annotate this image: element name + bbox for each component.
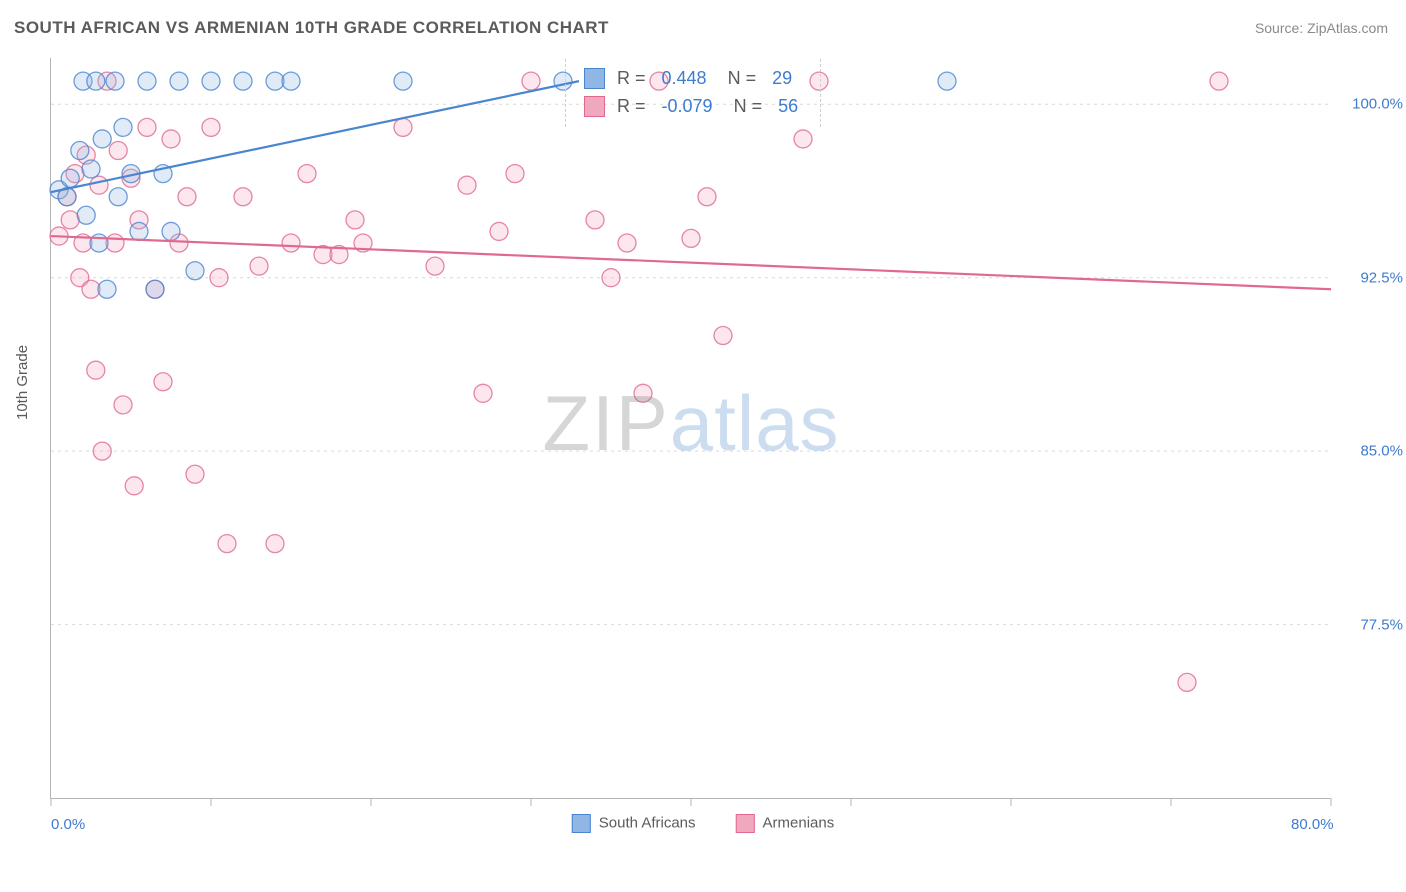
corr-n-label: N = bbox=[729, 93, 763, 121]
y-tick-label: 77.5% bbox=[1360, 616, 1403, 633]
chart-plot-area: ZIPatlas R = 0.448 N = 29 R = -0.079 N =… bbox=[50, 58, 1331, 799]
corr-n-label: N = bbox=[723, 65, 757, 93]
correlation-legend: R = 0.448 N = 29 R = -0.079 N = 56 bbox=[565, 59, 821, 127]
swatch-icon bbox=[584, 68, 605, 89]
x-tick-label: 80.0% bbox=[1291, 816, 1334, 833]
y-axis-label: 10th Grade bbox=[14, 345, 31, 420]
chart-title: SOUTH AFRICAN VS ARMENIAN 10TH GRADE COR… bbox=[14, 18, 609, 38]
corr-r-value: -0.079 bbox=[658, 93, 717, 121]
source-attribution: Source: ZipAtlas.com bbox=[1255, 20, 1388, 36]
corr-row-armenians: R = -0.079 N = 56 bbox=[584, 93, 802, 121]
legend-item-armenians: Armenians bbox=[736, 814, 835, 833]
y-tick-label: 92.5% bbox=[1360, 269, 1403, 286]
corr-n-value: 29 bbox=[768, 65, 796, 93]
scatter-plot-svg bbox=[51, 58, 1331, 798]
legend-label: Armenians bbox=[763, 814, 835, 831]
corr-r-label: R = bbox=[617, 65, 646, 93]
y-tick-label: 100.0% bbox=[1352, 96, 1403, 113]
swatch-icon bbox=[736, 814, 755, 833]
swatch-icon bbox=[584, 96, 605, 117]
corr-n-value: 56 bbox=[774, 93, 802, 121]
corr-r-value: 0.448 bbox=[658, 65, 711, 93]
legend-label: South Africans bbox=[599, 814, 696, 831]
corr-r-label: R = bbox=[617, 93, 646, 121]
swatch-icon bbox=[572, 814, 591, 833]
legend-bottom: South Africans Armenians bbox=[572, 814, 834, 833]
y-tick-label: 85.0% bbox=[1360, 443, 1403, 460]
x-tick-label: 0.0% bbox=[51, 816, 85, 833]
corr-row-south-africans: R = 0.448 N = 29 bbox=[584, 65, 802, 93]
legend-item-south-africans: South Africans bbox=[572, 814, 696, 833]
